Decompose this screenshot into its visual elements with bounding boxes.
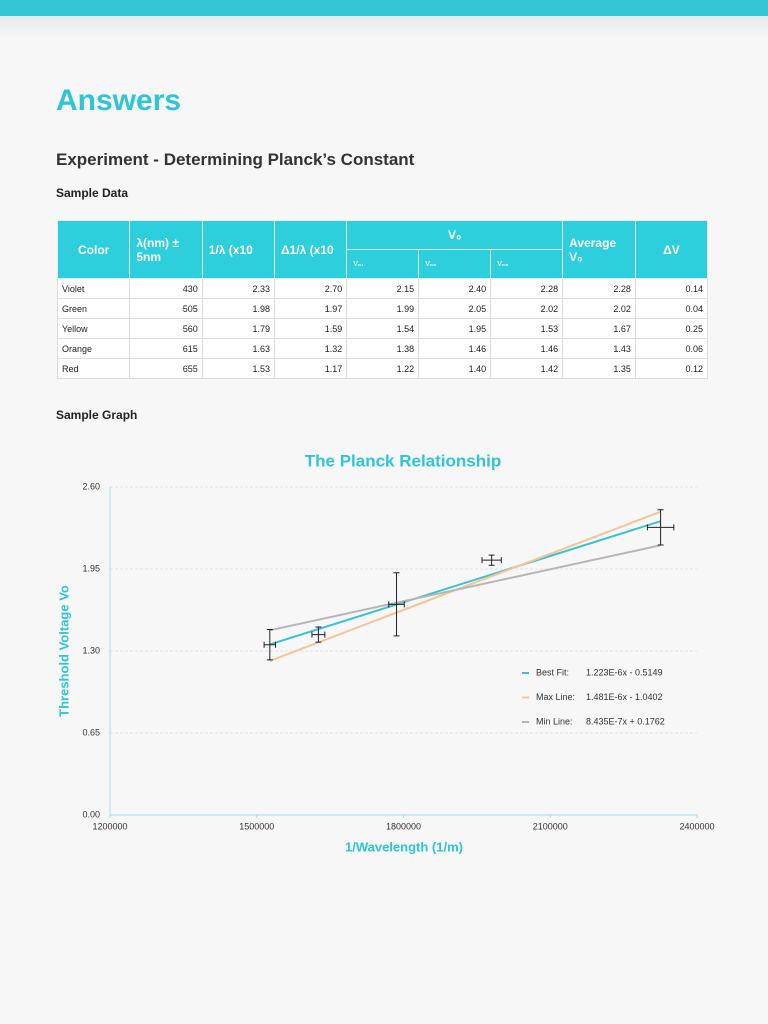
x-error-bar <box>646 524 675 531</box>
x-error-bar <box>481 557 502 564</box>
legend-label: Best Fit: <box>536 667 569 677</box>
chart: The Planck Relationship 1/Wavelength (1/… <box>56 451 714 854</box>
y-tick-label: 2.60 <box>82 481 100 491</box>
table-cell: 1.35 <box>562 358 636 379</box>
trend-line <box>269 544 661 632</box>
table-cell: 0.06 <box>634 338 709 359</box>
x-tick-label: 1500000 <box>239 821 274 831</box>
column-header: Δ1/λ (x10 <box>273 220 348 279</box>
table-cell: 2.40 <box>418 278 492 299</box>
page-subtitle: Experiment - Determining Planck’s Consta… <box>56 150 415 169</box>
table-cell: 2.33 <box>201 278 276 299</box>
column-header: λ(nm) ± 5nm <box>129 220 203 279</box>
table-row: Violet 430 2.33 2.70 2.15 2.40 2.28 2.28 0.14 <box>56 278 709 299</box>
table-cell: 560 <box>129 318 203 339</box>
x-error-bar <box>311 631 326 638</box>
table-cell: 2.28 <box>562 278 636 299</box>
chart-title: The Planck Relationship <box>305 451 502 470</box>
subcolumn-header: V₀₃ <box>490 249 564 279</box>
table-cell: 1.40 <box>418 358 492 379</box>
column-header: V₀ <box>346 220 564 250</box>
table-cell: 1.42 <box>490 358 564 379</box>
subcolumn-header: V₀₁ <box>346 249 420 279</box>
table-cell: 2.05 <box>418 298 492 319</box>
legend-equation: 1.481E-6x - 1.0402 <box>586 692 663 702</box>
trend-line <box>269 520 661 646</box>
y-tick-label: 1.30 <box>82 645 100 655</box>
table-cell: 2.70 <box>273 278 348 299</box>
y-tick-label: 0.65 <box>82 727 100 737</box>
table-cell: 2.02 <box>490 298 564 319</box>
table-cell: 1.17 <box>273 358 348 379</box>
table-cell: 1.95 <box>418 318 492 339</box>
section-heading: Sample Graph <box>56 408 138 422</box>
legend-equation: 1.223E-6x - 0.5149 <box>586 667 663 677</box>
table-cell: 1.67 <box>562 318 636 339</box>
x-tick-label: 1800000 <box>386 821 421 831</box>
subheader-row: V₀₁ V₀₂ V₀₃ <box>58 249 708 279</box>
x-tick-label: 1200000 <box>92 821 127 831</box>
column-header: 1/λ (x10 <box>201 220 276 279</box>
table-cell: 1.53 <box>490 318 564 339</box>
column-header: Average V₀ <box>562 220 636 279</box>
column-header: ΔV <box>634 220 709 279</box>
table-cell: Green <box>56 298 131 319</box>
table-cell: 0.12 <box>634 358 709 379</box>
legend-label: Min Line: <box>536 716 573 726</box>
column-header: Color <box>56 220 131 279</box>
subcolumn-header: V₀₂ <box>418 249 492 279</box>
table-row: Red 655 1.53 1.17 1.22 1.40 1.42 1.35 0.12 <box>56 358 709 379</box>
table-cell: 2.02 <box>562 298 636 319</box>
table-cell: Red <box>56 358 131 379</box>
table-cell: Orange <box>56 338 131 359</box>
table-cell: 1.32 <box>273 338 348 359</box>
top-band <box>0 0 768 16</box>
table-cell: 1.38 <box>346 338 420 359</box>
table-cell: 615 <box>129 338 203 359</box>
top-band-shadow <box>0 16 768 38</box>
x-error-bar <box>388 601 405 608</box>
table-cell: 1.22 <box>346 358 420 379</box>
table-cell: 1.53 <box>201 358 276 379</box>
page-title: Answers <box>56 84 182 117</box>
section-heading: Sample Data <box>56 186 129 200</box>
table-cell: 1.43 <box>562 338 636 359</box>
x-axis-label: 1/Wavelength (1/m) <box>345 839 463 854</box>
data-table: Color λ(nm) ± 5nm 1/λ (x10 Δ1/λ (x10 V₀ Avera… <box>56 220 709 379</box>
table-cell: Violet <box>56 278 131 299</box>
table-cell: 1.97 <box>273 298 348 319</box>
trend-line <box>269 510 661 662</box>
table-row: Orange 615 1.63 1.32 1.38 1.46 1.46 1.43 0.06 <box>56 338 709 359</box>
table-cell: 0.14 <box>634 278 709 299</box>
y-axis-label: Threshold Voltage Vo <box>56 585 71 717</box>
table-cell: 1.46 <box>418 338 492 359</box>
table-cell: 505 <box>129 298 203 319</box>
table-cell: 1.63 <box>201 338 276 359</box>
y-tick-label: 0.00 <box>82 809 100 819</box>
table-cell: 655 <box>129 358 203 379</box>
table-cell: 1.46 <box>490 338 564 359</box>
table-row: Green 505 1.98 1.97 1.99 2.05 2.02 2.02 0.04 <box>56 298 709 319</box>
legend-equation: 8.435E-7x + 0.1762 <box>586 716 665 726</box>
table-cell: 1.99 <box>346 298 420 319</box>
table-cell: Yellow <box>56 318 131 339</box>
y-tick-label: 1.95 <box>82 563 100 573</box>
table-cell: 1.59 <box>273 318 348 339</box>
table-cell: 0.04 <box>634 298 709 319</box>
table-cell: 1.98 <box>201 298 276 319</box>
table-cell: 0.25 <box>634 318 709 339</box>
table-cell: 2.15 <box>346 278 420 299</box>
table-cell: 1.54 <box>346 318 420 339</box>
x-tick-label: 2400000 <box>679 821 714 831</box>
x-tick-label: 2100000 <box>533 821 568 831</box>
legend-label: Max Line: <box>536 692 575 702</box>
table-row: Yellow 560 1.79 1.59 1.54 1.95 1.53 1.67 0.25 <box>56 318 709 339</box>
table-cell: 2.28 <box>490 278 564 299</box>
header-row: Color λ(nm) ± 5nm 1/λ (x10 Δ1/λ (x10 V₀ Avera… <box>56 220 709 279</box>
x-error-bar <box>263 641 277 648</box>
table-cell: 430 <box>129 278 203 299</box>
table-cell: 1.79 <box>201 318 276 339</box>
